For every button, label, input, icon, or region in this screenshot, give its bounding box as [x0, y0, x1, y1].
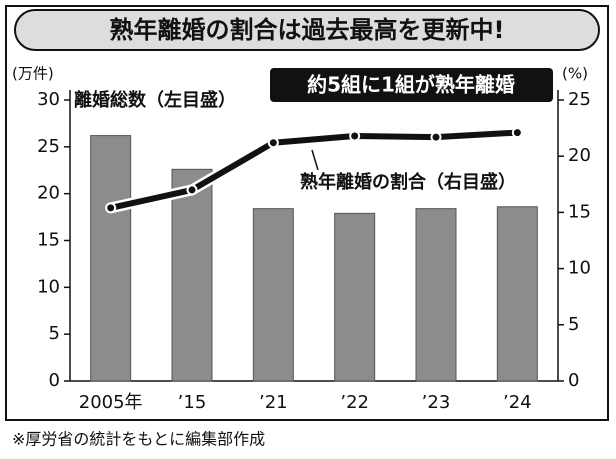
bar — [252, 208, 294, 382]
x-tick-label: ’21 — [259, 392, 288, 413]
line-point — [349, 130, 361, 142]
y-tick-label: 25 — [37, 136, 60, 157]
annotation-bg — [72, 88, 277, 114]
annotation-box — [270, 68, 553, 102]
y-tick-label: 15 — [37, 230, 60, 251]
x-tick-label: ’22 — [340, 392, 369, 413]
y2-tick-label: 15 — [568, 201, 591, 222]
bar — [496, 206, 538, 382]
bar — [171, 168, 213, 382]
x-tick-label: ’15 — [178, 392, 207, 413]
bar — [415, 208, 457, 382]
y-tick-label: 5 — [49, 323, 60, 344]
y-unit: (万件) — [12, 65, 54, 83]
y-tick-label: 30 — [37, 89, 60, 110]
y2-tick-label: 25 — [568, 89, 591, 110]
annotation: 約5組に1組が熟年離婚 — [307, 73, 515, 97]
y-tick-label: 10 — [37, 276, 60, 297]
y2-unit: (%) — [562, 65, 588, 83]
annotation: 熟年離婚の割合（右目盛） — [300, 171, 516, 193]
y-tick-label: 20 — [37, 183, 60, 204]
note: ※厚労省の統計をもとに編集部作成 — [12, 430, 265, 449]
chart-title: 熟年離婚の割合は過去最高を更新中! — [110, 16, 505, 44]
x-tick-label: 2005年 — [79, 392, 143, 413]
line-point — [267, 137, 279, 149]
y2-tick-label: 10 — [568, 258, 591, 279]
y2-tick-label: 5 — [568, 314, 579, 335]
y-tick-label: 0 — [49, 370, 60, 391]
y2-tick-label: 20 — [568, 145, 591, 166]
title-box — [14, 9, 600, 51]
bar — [90, 135, 132, 382]
x-tick-label: ’23 — [422, 392, 451, 413]
y2-tick-label: 0 — [568, 370, 579, 391]
line-point — [511, 127, 523, 139]
line-point — [105, 202, 117, 214]
bar — [334, 212, 376, 382]
annotation: 離婚総数（左目盛） — [74, 89, 236, 111]
annotation-bg — [298, 170, 553, 196]
line — [110, 129, 518, 211]
line-point — [186, 184, 198, 196]
x-tick-label: ’24 — [503, 392, 532, 413]
line-point — [430, 131, 442, 143]
leader — [311, 149, 319, 171]
